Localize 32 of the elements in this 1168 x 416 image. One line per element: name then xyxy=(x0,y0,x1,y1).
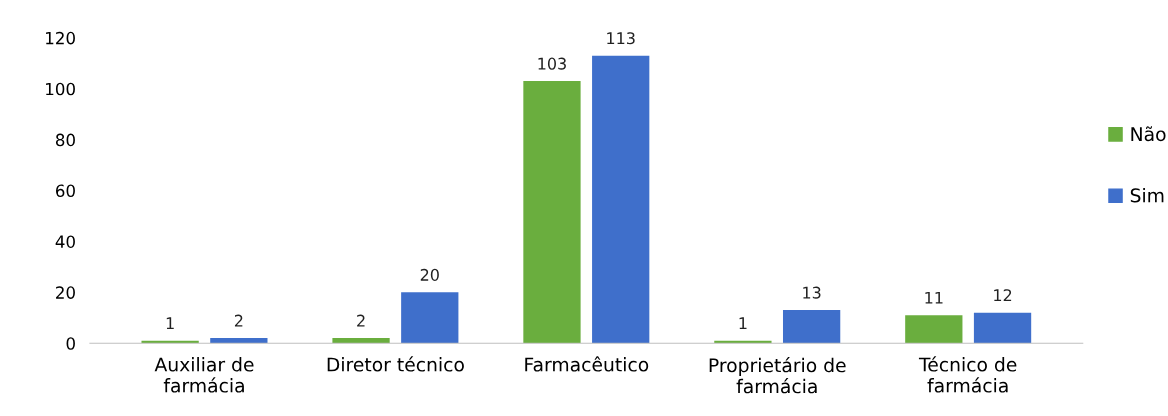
bar xyxy=(592,55,650,344)
data-label: 2 xyxy=(357,314,365,327)
bar xyxy=(905,315,963,344)
x-tick-label: Auxiliar de farmácia xyxy=(154,357,254,393)
x-tick-label: Proprietário de farmácia xyxy=(709,357,846,394)
y-tick-label: 120 xyxy=(46,31,75,45)
y-tick-label: 80 xyxy=(55,133,75,147)
data-label: 1 xyxy=(166,317,174,329)
data-label: 12 xyxy=(994,289,1012,302)
bar xyxy=(332,338,390,344)
data-label: 113 xyxy=(607,32,635,45)
bar xyxy=(782,310,841,344)
bar xyxy=(401,292,459,344)
legend-label: Sim xyxy=(1130,187,1164,203)
y-tick-label: 100 xyxy=(46,82,75,96)
legend-label: Não xyxy=(1131,126,1166,142)
bar xyxy=(523,81,581,344)
y-tick-label: 0 xyxy=(66,337,75,350)
data-label: 2 xyxy=(234,314,243,327)
data-label: 20 xyxy=(420,268,439,281)
data-label: 11 xyxy=(925,291,943,304)
y-tick-label: 20 xyxy=(56,286,75,299)
x-tick-label: Técnico de farmácia xyxy=(918,356,1017,393)
bar xyxy=(210,338,268,344)
data-label: 13 xyxy=(803,286,821,299)
y-tick-label: 60 xyxy=(56,184,75,198)
bar xyxy=(973,312,1032,344)
data-label: 1 xyxy=(739,317,747,329)
y-tick-label: 40 xyxy=(55,235,75,248)
x-tick-label: Farmacêutico xyxy=(525,356,649,372)
x-tick-label: Diretor técnico xyxy=(327,356,464,372)
data-label: 103 xyxy=(538,57,566,70)
